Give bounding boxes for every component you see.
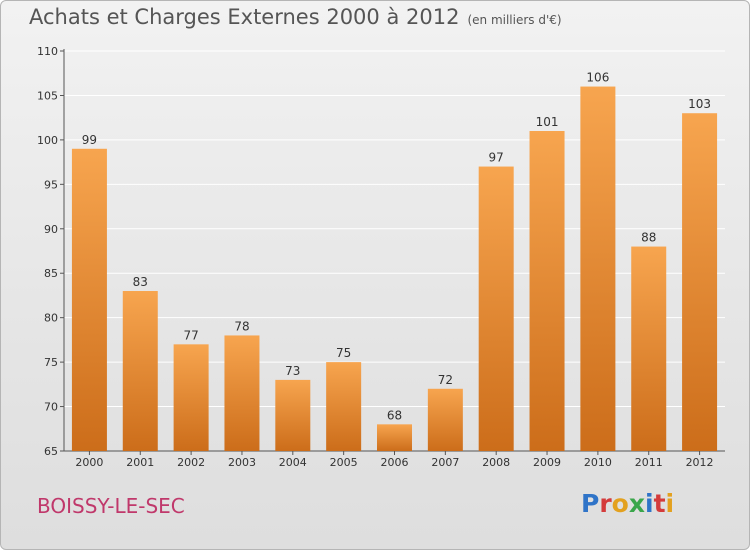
x-tick-label: 2001 [126,456,154,469]
bar-2007 [427,388,463,451]
x-tick-label: 2012 [686,456,714,469]
y-tick-label: 90 [44,223,58,236]
y-tick-label: 105 [37,89,58,102]
data-labels: 99 83 77 78 73 75 68 72 97 101 106 88 103 [82,71,711,423]
x-tick-label: 2010 [584,456,612,469]
proxiti-logo: Proxiti [581,489,674,518]
y-tick-label: 85 [44,267,58,280]
chart-title-unit: (en milliers d'€) [467,13,562,27]
logo-letter: i [665,489,675,518]
bar-2004 [275,379,311,451]
x-tick-label: 2000 [75,456,103,469]
bar-2010 [580,86,616,452]
x-tick-label: 2007 [431,456,459,469]
bar-value-label: 83 [133,275,148,289]
x-tick-label: 2008 [482,456,510,469]
x-tick-label: 2009 [533,456,561,469]
bar-2012 [682,113,718,451]
bar-value-label: 106 [586,71,609,85]
logo-letter: x [628,489,645,518]
axes: 65 70 75 80 85 90 95 100 105 110 2000 2001 2002 2003 2… [37,45,725,469]
bar-value-label: 78 [234,319,249,333]
logo-letter: r [599,489,612,518]
logo-letter: i [645,489,654,518]
y-tick-label: 95 [44,178,58,191]
bar-2000 [71,148,107,451]
logo-letter: o [611,489,629,518]
x-tick-label: 2005 [330,456,358,469]
bar-value-label: 68 [387,408,402,422]
y-tick-label: 100 [37,134,58,147]
y-tick-label: 110 [37,45,58,58]
bar-value-label: 101 [536,115,559,129]
bar-value-label: 73 [285,364,300,378]
grid-lines [64,50,725,408]
x-tick-label: 2011 [635,456,663,469]
commune-name: BOISSY-LE-SEC [37,494,185,518]
bar-2003 [224,335,260,451]
bar-value-label: 99 [82,133,97,147]
x-tick-label: 2002 [177,456,205,469]
bar-2011 [631,246,667,451]
bars [71,86,718,452]
x-tick-label: 2006 [381,456,409,469]
bar-value-label: 75 [336,346,351,360]
bar-2009 [529,131,565,451]
x-tick-label: 2004 [279,456,307,469]
bar-value-label: 88 [641,231,656,245]
y-tick-label: 65 [44,445,58,458]
bar-2006 [377,424,412,451]
chart-title-main: Achats et Charges Externes 2000 à 2012 [29,5,460,29]
bar-value-label: 97 [489,151,504,165]
logo-letter: P [581,489,600,518]
chart-title: Achats et Charges Externes 2000 à 2012 (e… [29,5,562,29]
bar-2001 [122,291,158,451]
y-tick-label: 75 [44,356,58,369]
y-tick-label: 80 [44,312,58,325]
bar-2005 [326,362,362,451]
bar-2002 [173,344,209,451]
bar-value-label: 103 [688,97,711,111]
y-tick-label: 70 [44,401,58,414]
logo-letter: t [653,489,666,518]
x-tick-label: 2003 [228,456,256,469]
bar-value-label: 72 [438,373,453,387]
bar-2008 [478,166,514,452]
bar-value-label: 77 [183,328,198,342]
